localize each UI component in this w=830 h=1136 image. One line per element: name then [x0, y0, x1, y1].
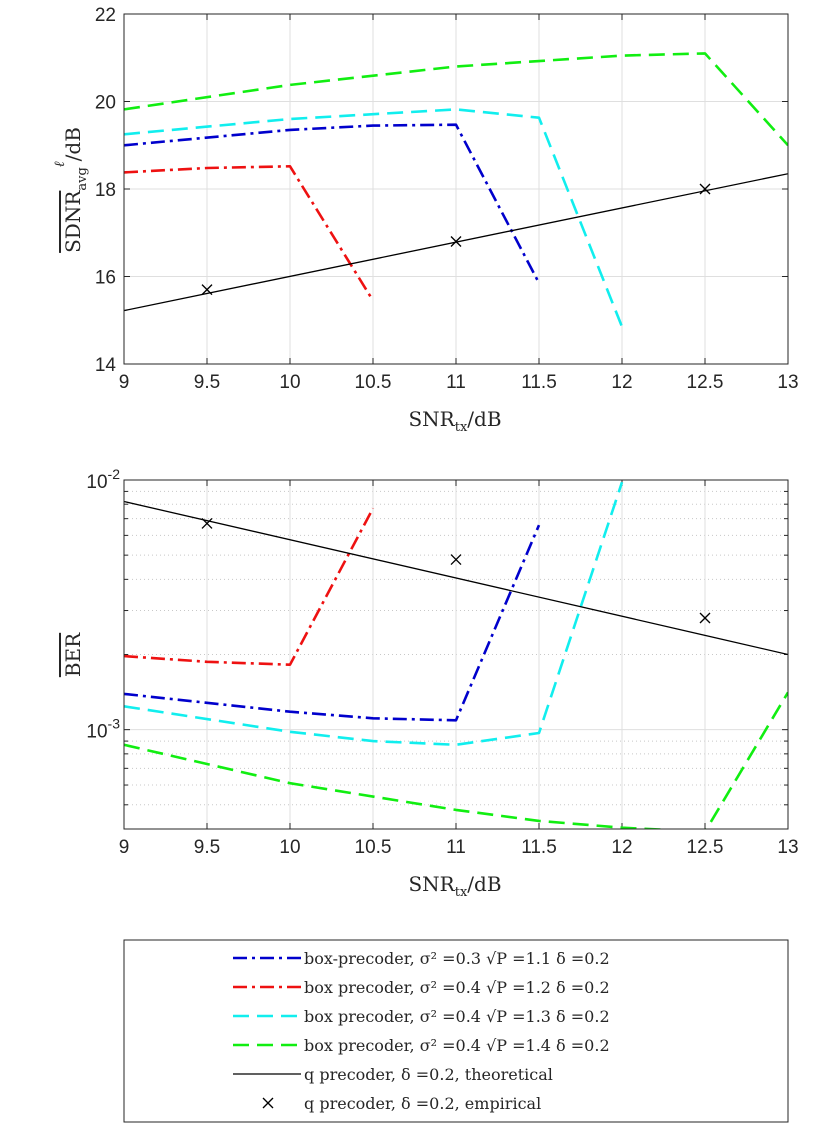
ber-y-tick-label: 10-2	[86, 466, 120, 493]
sdnr-x-tick-label: 11.5	[521, 372, 557, 393]
sdnr-series-line-2	[124, 165, 375, 302]
ber-x-tick-label: 9	[119, 837, 130, 858]
ber-x-tick-label: 10.5	[355, 837, 392, 858]
legend: box-precoder, σ² =0.3 √P =1.1 δ =0.2 box …	[123, 939, 789, 1123]
sdnr-axes-frame	[123, 13, 789, 365]
ber-axes-frame	[123, 479, 789, 830]
legend-label: q precoder, δ =0.2, theoretical	[304, 1065, 553, 1084]
sdnr-x-tick-label: 9	[119, 372, 130, 393]
legend-entry: box precoder, σ² =0.4 √P =1.3 δ =0.2	[233, 1007, 610, 1026]
sdnr-y-label-overline: SDNR	[61, 190, 85, 253]
legend-label: q precoder, δ =0.2, empirical	[304, 1094, 541, 1113]
sdnr-x-axis-label: SNRtx/dB	[408, 407, 501, 435]
ber-series-line-5	[124, 500, 788, 656]
sdnr-empirical-marker	[201, 284, 213, 296]
sdnr-y-axis-label: SDNRavg ℓ/dB	[52, 127, 90, 253]
ber-series-line-3	[124, 481, 624, 747]
sdnr-y-tick-label: 14	[95, 355, 117, 376]
sdnr-x-tick-label: 13	[777, 372, 798, 393]
ber-x-tick-label: 11	[446, 837, 466, 858]
sdnr-series-line-1	[124, 123, 541, 284]
legend-label: box precoder, σ² =0.4 √P =1.2 δ =0.2	[304, 978, 610, 997]
ber-x-tick-label: 12	[611, 837, 632, 858]
sdnr-x-tick-label: 10	[279, 372, 300, 393]
sdnr-y-tick-label: 22	[95, 5, 116, 26]
ber-x-tick-label: 12.5	[687, 837, 724, 858]
ber-series-line-4	[124, 691, 788, 829]
sdnr-x-tick-label: 12	[611, 372, 632, 393]
sdnr-x-tick-label: 10.5	[355, 372, 392, 393]
ber-x-tick-label: 9.5	[194, 837, 220, 858]
ber-series-line-2	[124, 507, 375, 667]
legend-entry: q precoder, δ =0.2, theoretical	[233, 1065, 553, 1084]
sdnr-series-line-3	[124, 108, 624, 328]
ber-y-tick-label: 10-3	[86, 716, 120, 743]
legend-box	[123, 939, 789, 1123]
legend-entry: box precoder, σ² =0.4 √P =1.4 δ =0.2	[233, 1036, 610, 1055]
legend-label: box-precoder, σ² =0.3 √P =1.1 δ =0.2	[304, 949, 610, 968]
sdnr-y-tick-label: 18	[95, 180, 116, 201]
sdnr-x-tick-label: 9.5	[194, 372, 220, 393]
sdnr-y-tick-label: 16	[95, 268, 116, 289]
legend-label: box precoder, σ² =0.4 √P =1.3 δ =0.2	[304, 1007, 610, 1026]
sdnr-series-line-4	[124, 52, 788, 147]
legend-entry: q precoder, δ =0.2, empirical	[262, 1094, 541, 1113]
sdnr-y-label-unit: /dB	[61, 127, 85, 161]
ber-x-tick-label: 10	[279, 837, 300, 858]
ber-y-axis-label: BER	[61, 632, 85, 677]
legend-entry: box-precoder, σ² =0.3 √P =1.1 δ =0.2	[233, 949, 610, 968]
ber-x-tick-label: 11.5	[521, 837, 557, 858]
legend-entry: box precoder, σ² =0.4 √P =1.2 δ =0.2	[233, 978, 610, 997]
ber-x-tick-label: 13	[777, 837, 798, 858]
ber-x-axis-label: SNRtx/dB	[408, 872, 501, 900]
sdnr-y-label-sup: ℓ	[52, 161, 68, 167]
ber-empirical-marker	[201, 517, 213, 529]
legend-marker-x	[262, 1097, 274, 1109]
ber-empirical-marker	[450, 554, 462, 566]
sdnr-y-tick-label: 20	[95, 93, 116, 114]
sdnr-empirical-marker	[450, 236, 462, 247]
sdnr-x-tick-label: 12.5	[687, 372, 724, 393]
sdnr-plot: 9 9.5 10 10.5 11 11.5 12 12.5 13 14 16 18 20 22	[95, 5, 799, 393]
ber-plot: 9 9.5 10 10.5 11 11.5 12 12.5 13 10-3 10-2	[86, 466, 798, 858]
legend-label: box precoder, σ² =0.4 √P =1.4 δ =0.2	[304, 1036, 610, 1055]
sdnr-y-label-sub: avg	[75, 167, 90, 190]
sdnr-empirical-marker	[699, 183, 711, 195]
sdnr-x-tick-label: 11	[446, 372, 466, 393]
ber-empirical-marker	[699, 612, 711, 624]
ber-series-line-1	[124, 524, 541, 722]
